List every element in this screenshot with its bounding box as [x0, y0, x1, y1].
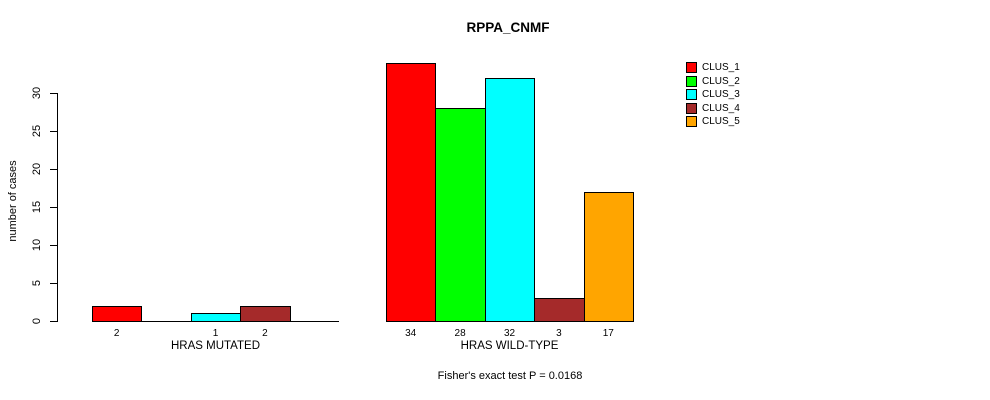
y-axis-tick [50, 245, 58, 246]
bar-clus_3 [190, 313, 242, 322]
y-axis-tick [50, 93, 58, 94]
y-axis-tick [50, 169, 58, 170]
legend-item-clus_1: CLUS_1 [686, 62, 740, 73]
bar-clus_4 [534, 298, 585, 322]
y-axis-label: number of cases [7, 160, 19, 242]
y-axis-tick [50, 131, 58, 132]
bar-value-label: 1 [212, 328, 219, 339]
legend-swatch [686, 75, 697, 87]
legend-item-clus_4: CLUS_4 [686, 102, 740, 114]
y-axis-tick-label: 25 [31, 124, 43, 138]
bar-value-label: 2 [113, 328, 120, 339]
bar-value-label: 17 [602, 328, 614, 339]
legend-swatch [686, 62, 697, 73]
bar-clus_3 [484, 78, 536, 322]
legend-swatch [686, 89, 697, 100]
legend-label: CLUS_2 [702, 75, 740, 87]
legend-swatch [686, 102, 697, 114]
y-axis-tick-label: 30 [31, 86, 43, 100]
group-label: HRAS WILD-TYPE [460, 340, 559, 352]
legend-label: CLUS_5 [702, 116, 740, 127]
y-axis-tick [50, 283, 58, 284]
bar-clus_4 [240, 306, 291, 322]
legend-label: CLUS_4 [702, 102, 740, 114]
y-axis-tick-label: 5 [31, 279, 43, 287]
y-axis-tick-label: 15 [31, 200, 43, 214]
legend-item-clus_3: CLUS_3 [686, 89, 740, 100]
legend-swatch [686, 116, 697, 127]
bar-value-label: 34 [405, 328, 417, 339]
bar-clus_1 [386, 63, 437, 322]
group-label: HRAS MUTATED [170, 340, 261, 352]
legend-item-clus_5: CLUS_5 [686, 116, 740, 127]
y-axis-tick [50, 321, 58, 322]
fisher-test-footnote: Fisher's exact test P = 0.0168 [437, 370, 583, 382]
y-axis-tick-label: 10 [31, 238, 43, 252]
y-axis-tick [50, 207, 58, 208]
bar-clus_5 [583, 192, 634, 322]
y-axis-tick-label: 0 [31, 317, 43, 325]
legend-item-clus_2: CLUS_2 [686, 75, 740, 87]
bar-value-label: 2 [262, 328, 268, 339]
bar-clus_1 [92, 306, 143, 322]
bar-clus_2 [435, 108, 486, 322]
y-axis-tick-label: 20 [31, 162, 43, 176]
chart-title: RPPA_CNMF [466, 20, 550, 35]
bar-value-label: 3 [556, 328, 562, 339]
bar-value-label: 32 [503, 328, 516, 339]
legend-label: CLUS_3 [702, 89, 740, 100]
bar-value-label: 28 [454, 328, 466, 339]
legend-label: CLUS_1 [702, 62, 740, 73]
